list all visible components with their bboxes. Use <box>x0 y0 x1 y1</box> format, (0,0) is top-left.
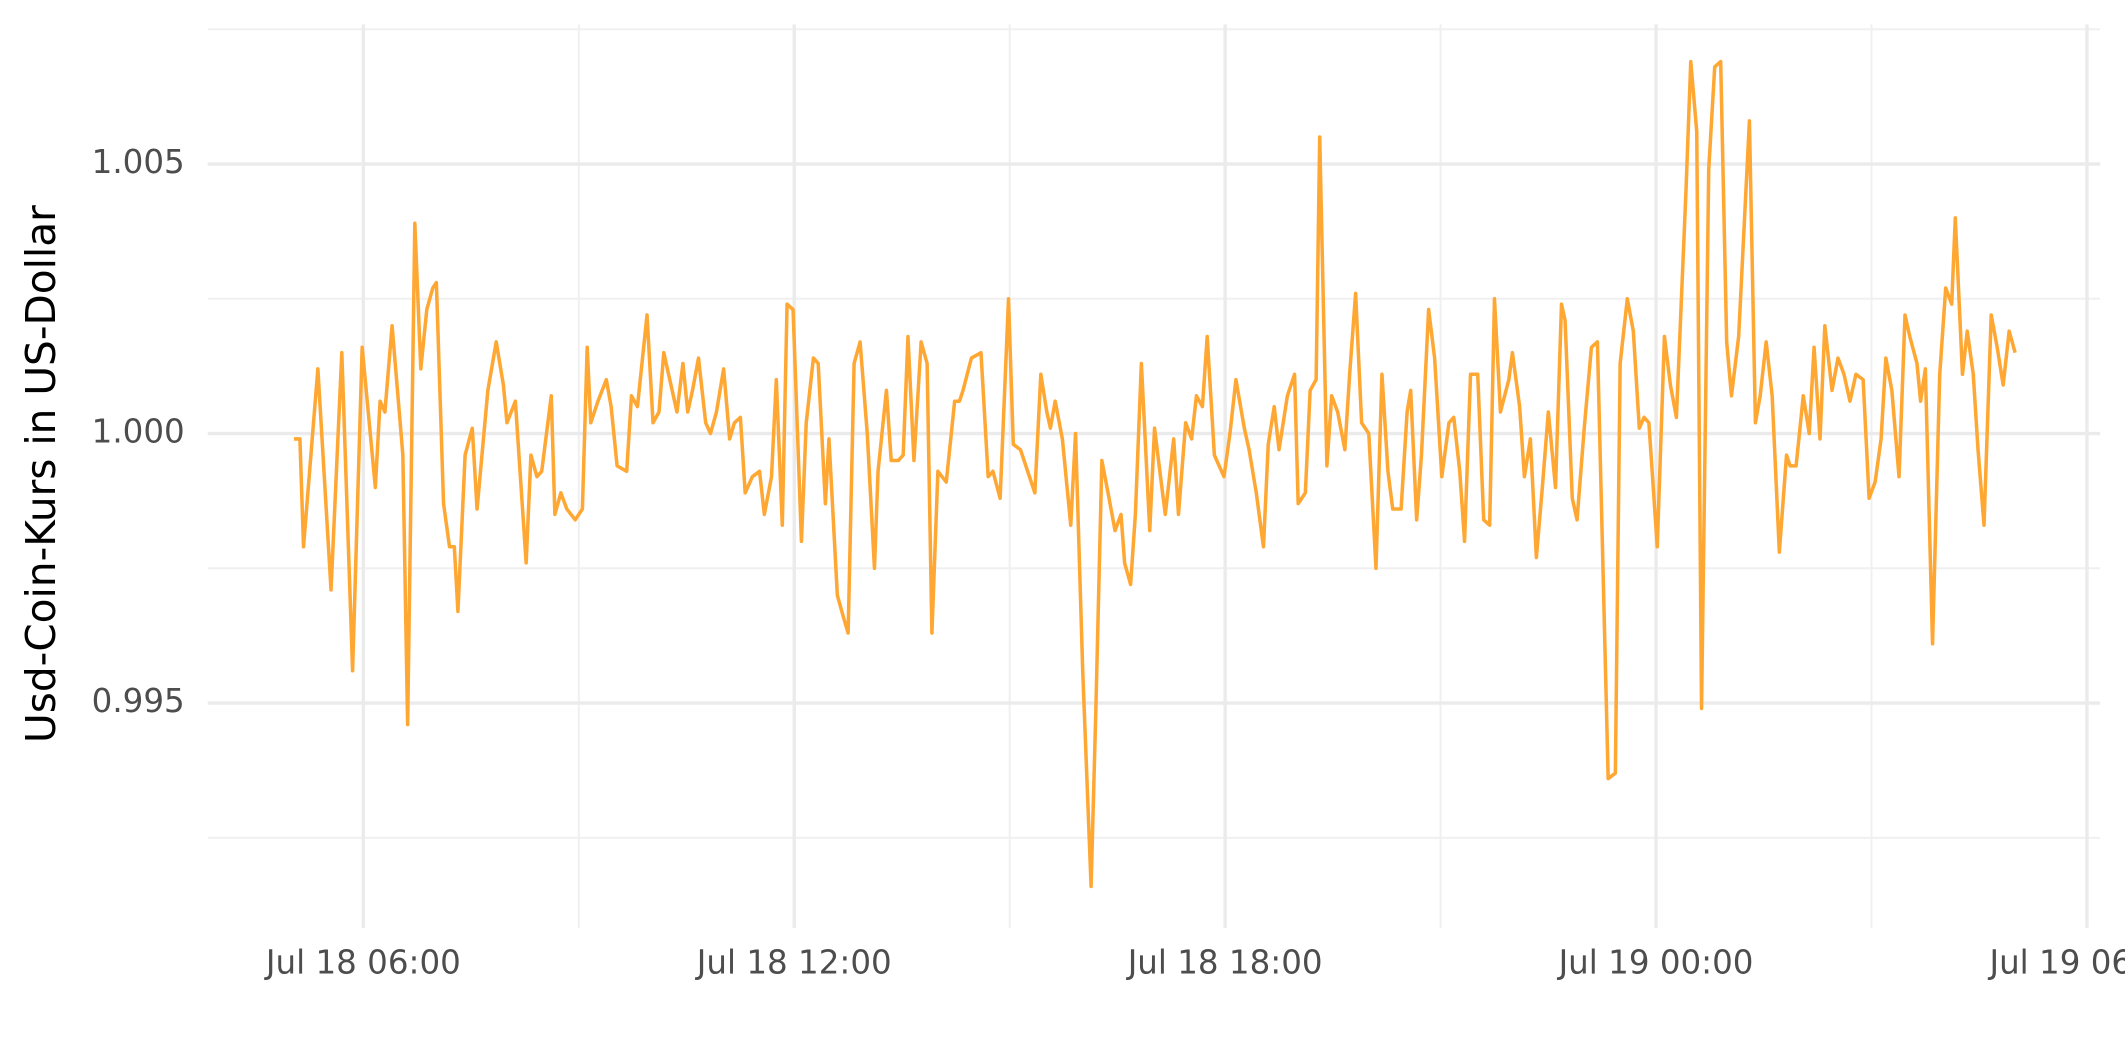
y-axis-title: Usd-Coin-Kurs in US-Dollar <box>17 205 65 743</box>
x-tick-label: Jul 18 12:00 <box>695 943 892 981</box>
x-tick-label: Jul 18 18:00 <box>1126 943 1323 981</box>
x-tick-label: Jul 19 06:00 <box>1988 943 2125 981</box>
y-tick-label: 1.000 <box>92 413 185 451</box>
y-tick-label: 1.005 <box>92 143 185 181</box>
x-tick-label: Jul 18 06:00 <box>264 943 461 981</box>
y-tick-label: 0.995 <box>92 682 185 720</box>
price-line <box>293 59 2017 889</box>
x-tick-label: Jul 19 00:00 <box>1557 943 1754 981</box>
